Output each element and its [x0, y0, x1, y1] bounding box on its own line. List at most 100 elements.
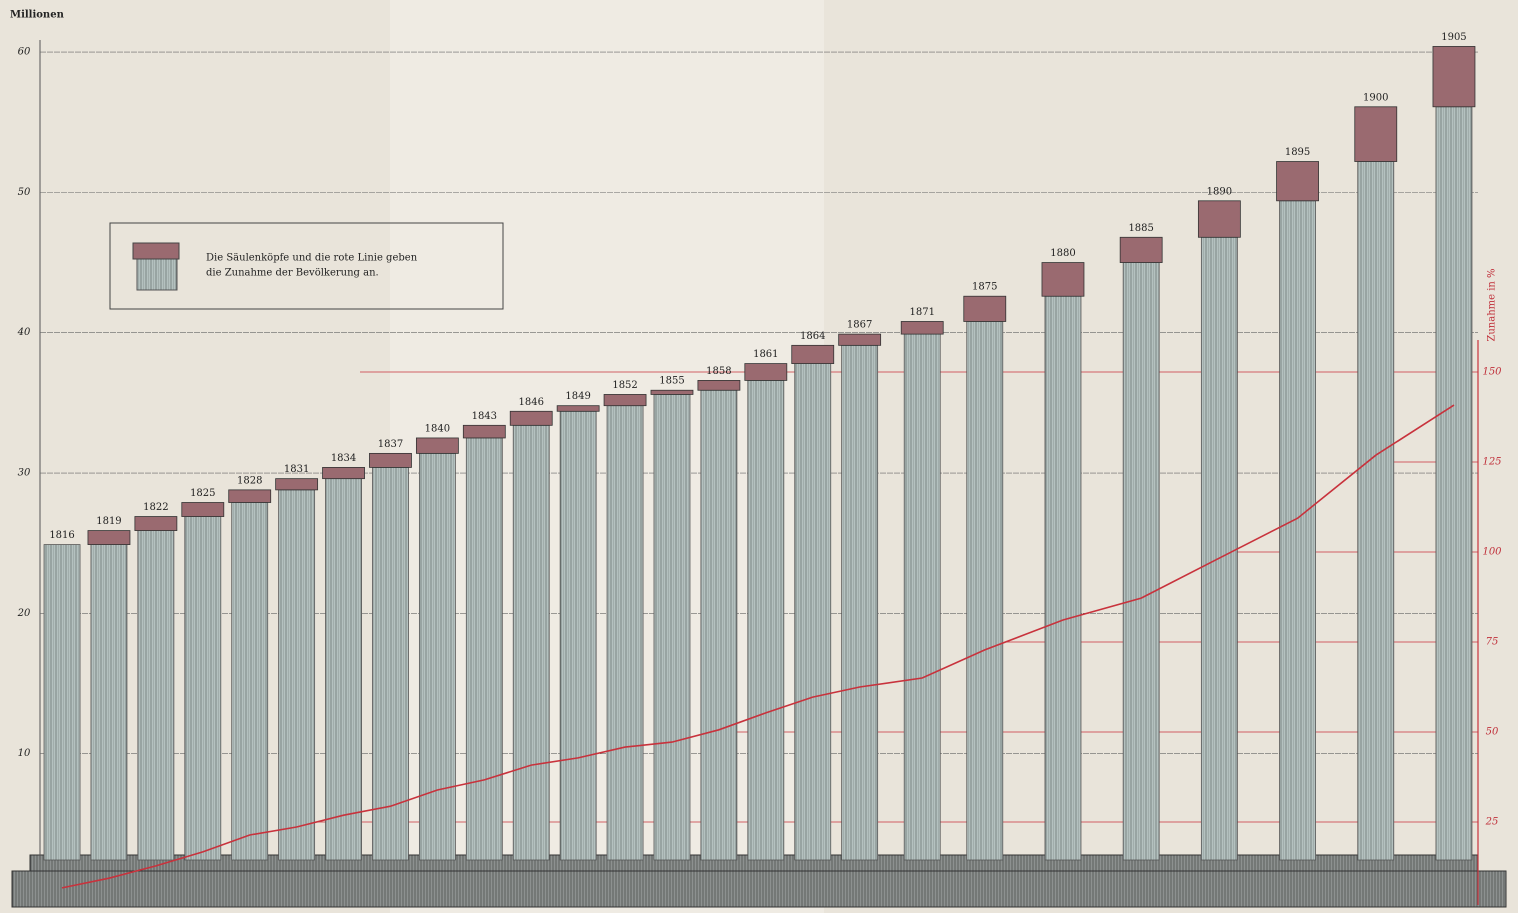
column-shaft	[43, 544, 81, 861]
column-shaft	[1435, 106, 1473, 861]
y2-tick-label: 150	[1482, 367, 1502, 378]
y-tick-label: 20	[17, 608, 31, 619]
column-capital	[744, 363, 788, 381]
year-label: 1858	[706, 366, 731, 377]
year-label: 1834	[331, 453, 356, 464]
column-shaft	[794, 363, 832, 861]
legend-box	[109, 222, 504, 310]
column-capital	[134, 516, 178, 531]
column-capital	[509, 410, 553, 426]
column-capital	[228, 489, 272, 503]
column-capital	[603, 394, 647, 407]
y-tick-label: 60	[18, 47, 31, 58]
legend-shaft	[136, 257, 178, 291]
y-tick-label: 40	[17, 327, 31, 338]
column-capital	[369, 452, 412, 468]
column-capital	[791, 344, 835, 364]
y2-tick-label: 25	[1485, 817, 1499, 828]
column-capital	[415, 437, 459, 454]
y2-tick-label: 50	[1486, 727, 1499, 738]
column-capital	[275, 478, 319, 491]
column-shaft	[653, 394, 691, 861]
column-capital	[1197, 200, 1241, 238]
column-shaft	[1044, 295, 1082, 861]
year-label: 1852	[612, 380, 637, 391]
year-label: 1819	[96, 516, 121, 527]
year-label: 1890	[1207, 186, 1232, 197]
year-label: 1846	[518, 397, 543, 408]
column-shaft	[90, 544, 128, 861]
y-tick-label: 10	[18, 748, 31, 759]
column-capital	[1354, 106, 1398, 162]
column-capital	[1119, 236, 1163, 263]
year-label: 1822	[143, 502, 168, 513]
y2-tick-label: 75	[1486, 637, 1499, 648]
column-shaft	[231, 502, 269, 861]
column-shaft	[1279, 200, 1316, 861]
column-shaft	[278, 489, 316, 861]
column-shaft	[606, 405, 644, 861]
column-shaft	[372, 467, 409, 861]
column-shaft	[137, 530, 175, 861]
column-capital	[650, 389, 694, 395]
column-capital	[1041, 262, 1085, 297]
column-shaft	[325, 478, 362, 861]
year-label: 1867	[847, 320, 872, 331]
column-capital	[556, 405, 600, 412]
year-label: 1816	[49, 530, 74, 541]
y2-tick-label: 100	[1482, 547, 1502, 558]
column-shaft	[966, 321, 1004, 861]
legend-text: Die Säulenköpfe und die rote Linie geben	[206, 253, 418, 264]
column-shaft	[747, 380, 785, 861]
year-label: 1855	[659, 376, 684, 387]
year-label: 1831	[284, 464, 309, 475]
year-label: 1885	[1128, 223, 1153, 234]
column-shaft	[1357, 161, 1395, 861]
year-label: 1880	[1050, 248, 1075, 259]
column-capital	[322, 467, 365, 480]
y-axis-label: Millionen	[10, 10, 65, 21]
year-label: 1864	[800, 331, 825, 342]
year-label: 1871	[909, 307, 934, 318]
y2-tick-label: 125	[1482, 457, 1501, 468]
column-capital	[900, 321, 944, 335]
year-label: 1843	[472, 411, 497, 422]
column-shaft	[465, 437, 503, 861]
year-label: 1825	[190, 488, 215, 499]
y-tick-label: 50	[18, 187, 31, 198]
column-capital	[838, 333, 882, 346]
legend-capital	[132, 242, 180, 260]
y-tick-label: 30	[18, 468, 31, 479]
year-label: 1875	[972, 282, 997, 293]
column-capital	[462, 424, 506, 439]
column-shaft	[1122, 262, 1160, 861]
year-label: 1905	[1441, 32, 1466, 43]
year-label: 1895	[1285, 147, 1310, 158]
column-shaft	[418, 452, 456, 861]
column-capital	[963, 295, 1007, 322]
column-capital	[697, 380, 741, 391]
column-capital	[87, 530, 131, 545]
column-shaft	[841, 344, 879, 861]
year-label: 1840	[425, 423, 450, 434]
year-label: 1861	[753, 349, 778, 360]
column-shaft	[512, 424, 550, 861]
column-capital	[1432, 46, 1476, 108]
year-label: 1900	[1363, 92, 1388, 103]
column-shaft	[184, 516, 222, 861]
column-shaft	[559, 410, 597, 861]
legend-text: die Zunahme der Bevölkerung an.	[206, 268, 379, 279]
year-label: 1828	[237, 475, 262, 486]
plinth-base	[11, 870, 1507, 908]
y2-axis-label: Zunahme in %	[1487, 268, 1498, 341]
column-shaft	[700, 389, 738, 861]
year-label: 1837	[378, 439, 403, 450]
column-capital	[181, 502, 225, 517]
column-shaft	[1200, 236, 1238, 861]
column-capital	[1276, 161, 1319, 202]
column-shaft	[903, 333, 941, 861]
year-label: 1849	[565, 391, 590, 402]
increase-line	[61, 404, 1455, 889]
